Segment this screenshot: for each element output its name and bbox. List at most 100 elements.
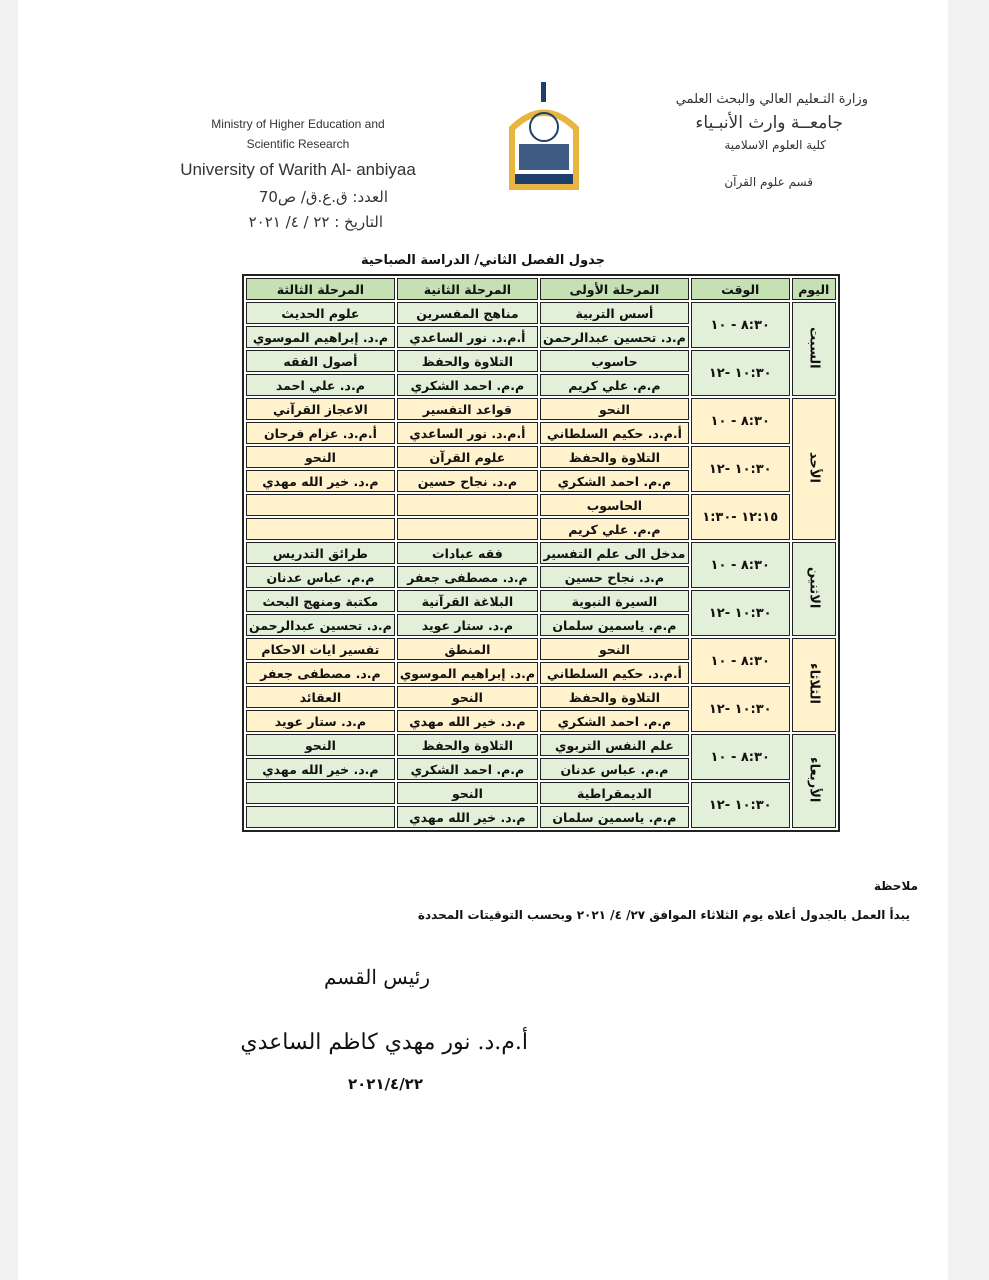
teacher-row: م.م. ياسمين سلمان م.د. خير الله مهدي — [246, 806, 836, 828]
subject-row: ١٠:٣٠ -١٢ السيرة النبوية البلاغة القرآنية م… — [246, 590, 836, 636]
subject-cell-stage-2: فقه عبادات — [396, 542, 538, 564]
teacher-cell-stage-1: أ.م.د. حكيم السلطاني — [540, 422, 689, 444]
en-university: University of Warith Al- anbiyaa — [180, 160, 416, 179]
university-logo — [509, 82, 579, 190]
time-cell: ٨:٣٠ - ١٠ — [690, 638, 790, 684]
column-header-stage-2: المرحلة الثانية — [396, 278, 538, 300]
time-cell: ٨:٣٠ - ١٠ — [690, 302, 790, 348]
teacher-cell-stage-1: م.م. ياسمين سلمان — [540, 806, 689, 828]
ar-ministry: وزارة التـعليم العالي والبحث العلمي — [675, 92, 868, 107]
subject-cell-stage-1: السيرة النبوية — [540, 590, 689, 612]
subject-cell-stage-2 — [396, 494, 538, 516]
subject-cell-stage-2: علوم القرآن — [396, 446, 538, 468]
time-cell: ٨:٣٠ - ١٠ — [690, 398, 790, 444]
day-label: الاثنين — [806, 566, 822, 609]
teacher-cell-stage-2: م.د. نجاح حسين — [396, 470, 538, 492]
subject-cell-stage-2: البلاغة القرآنية — [396, 590, 538, 612]
day-label: الأربعاء — [806, 756, 822, 803]
teacher-cell-stage-1: م.م. ياسمين سلمان — [540, 614, 689, 636]
subject-row: الثلاثاء ٨:٣٠ - ١٠ النحو المنطق تفسير ايات ا… — [246, 638, 836, 732]
day-label: السبت — [806, 326, 822, 369]
day-label: الثلاثاء — [806, 663, 822, 704]
teacher-cell-stage-3: م.د. علي احمد — [246, 374, 395, 396]
en-ministry-2: Scientific Research — [246, 137, 350, 151]
subject-cell-stage-3: طرائق التدريس — [246, 542, 395, 564]
time-cell: ٨:٣٠ - ١٠ — [690, 734, 790, 780]
subject-cell-stage-3 — [246, 494, 395, 516]
teacher-cell-stage-2: م.د. خير الله مهدي — [396, 710, 538, 732]
document-page: وزارة التـعليم العالي والبحث العلمي جامع… — [18, 0, 948, 1280]
time-cell: ١٠:٣٠ -١٢ — [690, 446, 790, 492]
ar-college: كلية العلوم الاسلامية — [724, 138, 826, 152]
teacher-cell-stage-3: م.د. خير الله مهدي — [246, 470, 395, 492]
ar-university: جامعــة وارث الأنبـياء — [695, 113, 843, 133]
teacher-row: م.م. علي كريم — [246, 518, 836, 540]
teacher-cell-stage-2: أ.م.د. نور الساعدي — [396, 326, 538, 348]
subject-row: ١٠:٣٠ -١٢ حاسوب التلاوة والحفظ أصول الفقه — [246, 350, 836, 396]
day-cell: الأربعاء — [791, 734, 836, 828]
subject-cell-stage-1: أسس التربية — [540, 302, 689, 324]
teacher-cell-stage-3 — [246, 806, 395, 828]
teacher-cell-stage-2: أ.م.د. نور الساعدي — [396, 422, 538, 444]
subject-cell-stage-2: قواعد التفسير — [396, 398, 538, 420]
reference-number: العدد: ق.ع.ق/ ص70 — [258, 188, 388, 206]
day-label: الأحد — [806, 451, 822, 483]
subject-row: السبت ٨:٣٠ - ١٠ أسس التربية مناهج المفسرين ع… — [246, 302, 836, 396]
day-cell: السبت — [791, 302, 836, 396]
subject-cell-stage-1: الديمقراطية — [540, 782, 689, 804]
teacher-cell-stage-3: م.م. عباس عدنان — [246, 566, 395, 588]
ar-department: قسم علوم القرآن — [724, 175, 813, 189]
subject-cell-stage-2: النحو — [396, 686, 538, 708]
teacher-cell-stage-3 — [246, 518, 395, 540]
teacher-cell-stage-1: م.د. نجاح حسين — [540, 566, 689, 588]
time-cell: ١٠:٣٠ -١٢ — [690, 590, 790, 636]
column-header-stage-1: المرحلة الأولى — [540, 278, 689, 300]
teacher-row: م.م. احمد الشكري م.د. خير الله مهدي م.د. س… — [246, 710, 836, 732]
teacher-row: م.د. تحسين عبدالرحمن أ.م.د. نور الساعدي م.… — [246, 326, 836, 348]
teacher-cell-stage-3: م.د. ستار عويد — [246, 710, 395, 732]
day-cell: الأحد — [791, 398, 836, 540]
teacher-cell-stage-2: م.د. مصطفى جعفر — [396, 566, 538, 588]
teacher-cell-stage-1: م.م. عباس عدنان — [540, 758, 689, 780]
teacher-row: م.م. عباس عدنان م.م. احمد الشكري م.د. خير … — [246, 758, 836, 780]
subject-cell-stage-1: التلاوة والحفظ — [540, 686, 689, 708]
subject-row: الأحد ٨:٣٠ - ١٠ النحو قواعد التفسير الاعجاز … — [246, 398, 836, 540]
subject-cell-stage-3: الاعجاز القرآني — [246, 398, 395, 420]
subject-cell-stage-3: تفسير ايات الاحكام — [246, 638, 395, 660]
signature-name: أ.م.د. نور مهدي كاظم الساعدي — [240, 1030, 528, 1055]
subject-cell-stage-1: مدخل الى علم التفسير — [540, 542, 689, 564]
subject-row: الاثنين ٨:٣٠ - ١٠ مدخل الى علم التفسير فقه … — [246, 542, 836, 636]
teacher-cell-stage-2: م.د. إبراهيم الموسوي — [396, 662, 538, 684]
subject-row: الأربعاء ٨:٣٠ - ١٠ علم النفس التربوي التلاو… — [246, 734, 836, 828]
subject-cell-stage-2: التلاوة والحفظ — [396, 734, 538, 756]
signature-date: ٢٠٢١/٤/٢٢ — [347, 1075, 423, 1093]
subject-cell-stage-2: النحو — [396, 782, 538, 804]
subject-row: ١٠:٣٠ -١٢ التلاوة والحفظ علوم القرآن النحو — [246, 446, 836, 492]
subject-cell-stage-3 — [246, 782, 395, 804]
note-label: ملاحظة — [873, 879, 918, 893]
table-header-row: اليوم الوقت المرحلة الأولى المرحلة الثان… — [246, 278, 836, 300]
teacher-cell-stage-1: م.م. احمد الشكري — [540, 710, 689, 732]
subject-cell-stage-1: النحو — [540, 398, 689, 420]
subject-cell-stage-1: النحو — [540, 638, 689, 660]
teacher-row: م.م. علي كريم م.م. احمد الشكري م.د. علي اح… — [246, 374, 836, 396]
subject-cell-stage-2: مناهج المفسرين — [396, 302, 538, 324]
column-header-stage-3: المرحلة الثالثة — [246, 278, 395, 300]
teacher-row: أ.م.د. حكيم السلطاني م.د. إبراهيم الموسوي… — [246, 662, 836, 684]
time-cell: ١٠:٣٠ -١٢ — [690, 350, 790, 396]
subject-cell-stage-3: النحو — [246, 446, 395, 468]
document-date: التاريخ : ٢٢ / ٤/ ٢٠٢١ — [248, 213, 383, 231]
teacher-cell-stage-1: م.م. احمد الشكري — [540, 470, 689, 492]
note-text: يبدأ العمل بالجدول أعلاه يوم الثلاثاء ال… — [417, 908, 910, 922]
time-cell: ١٢:١٥ -١:٣٠ — [690, 494, 790, 540]
subject-cell-stage-3: العقائد — [246, 686, 395, 708]
column-header-day: اليوم — [791, 278, 836, 300]
subject-row: ١٠:٣٠ -١٢ الديمقراطية النحو — [246, 782, 836, 828]
teacher-cell-stage-2: م.د. ستار عويد — [396, 614, 538, 636]
time-cell: ١٠:٣٠ -١٢ — [690, 686, 790, 732]
teacher-cell-stage-1: م.م. علي كريم — [540, 374, 689, 396]
teacher-cell-stage-3: م.د. مصطفى جعفر — [246, 662, 395, 684]
teacher-cell-stage-2: م.د. خير الله مهدي — [396, 806, 538, 828]
subject-cell-stage-3: أصول الفقه — [246, 350, 395, 372]
teacher-row: م.م. ياسمين سلمان م.د. ستار عويد م.د. تحسي… — [246, 614, 836, 636]
